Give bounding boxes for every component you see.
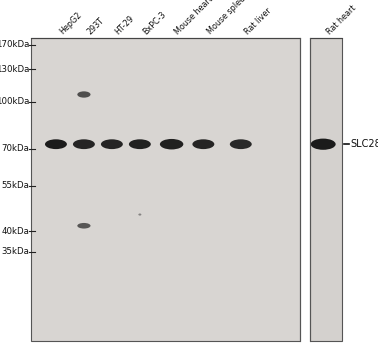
Ellipse shape: [129, 139, 151, 149]
Text: HepG2: HepG2: [58, 10, 84, 36]
Text: 170kDa: 170kDa: [0, 40, 29, 49]
Text: HT-29: HT-29: [114, 13, 136, 36]
Text: 55kDa: 55kDa: [1, 181, 29, 190]
Text: BxPC-3: BxPC-3: [142, 9, 168, 36]
Text: Rat liver: Rat liver: [243, 6, 273, 36]
Text: 100kDa: 100kDa: [0, 97, 29, 106]
Ellipse shape: [77, 223, 90, 229]
Text: Rat heart: Rat heart: [325, 3, 358, 36]
Bar: [31, 38, 300, 341]
Ellipse shape: [138, 214, 141, 216]
Ellipse shape: [73, 139, 95, 149]
Ellipse shape: [230, 139, 252, 149]
Ellipse shape: [77, 91, 90, 98]
Text: 293T: 293T: [86, 15, 106, 36]
Text: 70kDa: 70kDa: [1, 144, 29, 153]
Text: 40kDa: 40kDa: [1, 226, 29, 236]
Bar: [310, 38, 342, 341]
Text: SLC28A2: SLC28A2: [350, 139, 378, 149]
Ellipse shape: [192, 139, 214, 149]
Ellipse shape: [311, 139, 336, 150]
Text: Mouse heart: Mouse heart: [174, 0, 215, 36]
Text: Mouse spleen: Mouse spleen: [205, 0, 251, 36]
Ellipse shape: [101, 139, 123, 149]
Text: 130kDa: 130kDa: [0, 65, 29, 74]
Text: 35kDa: 35kDa: [1, 247, 29, 257]
Ellipse shape: [160, 139, 183, 149]
Ellipse shape: [45, 139, 67, 149]
